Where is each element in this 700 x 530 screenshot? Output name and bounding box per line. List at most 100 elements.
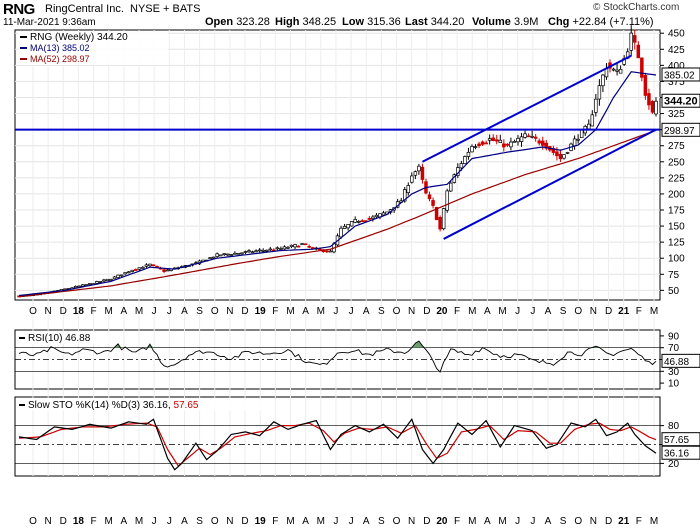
x-tick-label-upper: M xyxy=(317,306,325,317)
candle-body xyxy=(356,221,361,223)
candle-body xyxy=(222,253,227,255)
change-label: Chg xyxy=(548,16,570,28)
candle-body xyxy=(526,135,531,138)
candle-body xyxy=(77,285,81,288)
price-tick-label: 75 xyxy=(668,270,680,281)
x-tick-label-lower: 19 xyxy=(255,516,267,527)
candle-body xyxy=(282,246,287,250)
candle-body xyxy=(98,281,103,283)
x-tick-label-upper: M xyxy=(650,306,658,317)
ma52-value-tag-box xyxy=(661,122,700,137)
candle-body xyxy=(95,281,99,284)
price-tick-label: 425 xyxy=(668,45,685,56)
x-tick-label-upper: J xyxy=(167,306,172,317)
candle-body xyxy=(484,142,488,145)
candle-body xyxy=(303,243,308,246)
candle-body xyxy=(441,208,446,230)
x-tick-label-lower: J xyxy=(152,516,157,527)
candle-body xyxy=(73,286,78,288)
volume-label: Volume xyxy=(472,16,511,28)
change-value: +22.84 (+7.11%) xyxy=(572,16,654,28)
x-tick-label-upper: N xyxy=(45,306,52,317)
candle-body xyxy=(601,74,605,87)
candle-body xyxy=(123,272,127,275)
candle-body xyxy=(119,274,124,277)
candle-body xyxy=(162,269,166,272)
candle-body xyxy=(594,98,598,113)
low-value: 315.36 xyxy=(367,16,401,28)
candle-body xyxy=(480,141,485,145)
candle-body xyxy=(502,143,506,148)
ma13-value-tag: 385.02 xyxy=(664,70,695,81)
candle-body xyxy=(611,68,616,71)
open-quote: Open 323.28 xyxy=(205,16,270,28)
candle-body xyxy=(555,151,559,157)
candle-body xyxy=(236,252,241,255)
candle-body xyxy=(349,221,354,227)
x-tick-label-upper: 19 xyxy=(255,306,267,317)
x-tick-label-upper: A xyxy=(363,306,370,317)
ma13-line xyxy=(18,71,657,297)
x-tick-label-lower: J xyxy=(515,516,520,527)
x-tick-label-lower: N xyxy=(226,516,233,527)
price-tick-label: 250 xyxy=(668,157,685,168)
candle-body xyxy=(215,253,219,257)
price-tick-label: 200 xyxy=(668,189,685,200)
candle-body xyxy=(498,139,503,143)
x-tick-label-upper: A xyxy=(484,306,491,317)
last-price-tag-box xyxy=(661,93,700,108)
candle-body xyxy=(286,246,290,249)
candle-body xyxy=(495,139,499,142)
candle-body xyxy=(126,271,131,274)
exchange-label: NYSE + BATS xyxy=(130,3,201,15)
candle-body xyxy=(84,284,88,286)
candle-body xyxy=(151,264,156,267)
candle-body xyxy=(477,143,481,147)
x-tick-label-upper: M xyxy=(105,306,113,317)
x-tick-label-upper: A xyxy=(181,306,188,317)
candle-body xyxy=(257,249,262,252)
x-tick-label-upper: D xyxy=(423,306,430,317)
candle-body xyxy=(410,175,414,183)
candle-body xyxy=(105,278,110,282)
rsi-tick-label: 10 xyxy=(668,379,680,390)
candle-body xyxy=(406,185,411,193)
candle-body xyxy=(516,138,520,143)
price-tick-label: 400 xyxy=(668,61,685,72)
quote-date: 11-Mar-2021 9:36am xyxy=(3,17,96,28)
x-tick-label-upper: F xyxy=(91,306,97,317)
x-tick-label-upper: M xyxy=(498,306,506,317)
x-tick-label-upper: M xyxy=(286,306,294,317)
x-tick-label-upper: F xyxy=(636,306,642,317)
x-tick-label-upper: N xyxy=(590,306,597,317)
candle-body xyxy=(519,136,524,142)
rsi-tick-label: 30 xyxy=(668,367,680,378)
candle-body xyxy=(296,245,301,248)
candle-body xyxy=(243,251,248,253)
candle-body xyxy=(346,224,350,229)
volume-quote: Volume 3.9M xyxy=(472,16,538,28)
x-tick-label-upper: 20 xyxy=(436,306,448,317)
x-tick-label-upper: M xyxy=(135,306,143,317)
candle-body xyxy=(240,252,244,255)
candle-body xyxy=(579,129,584,139)
stoch-title: Slow STO %K(14) %D(3) 36.16, 57.65 xyxy=(28,400,199,411)
x-tick-label-lower: F xyxy=(91,516,97,527)
candle-body xyxy=(643,75,648,96)
x-tick-label-lower: N xyxy=(45,516,52,527)
candle-body xyxy=(165,269,170,272)
x-tick-label-lower: J xyxy=(349,516,354,527)
candle-body xyxy=(268,248,273,251)
candle-body xyxy=(512,140,517,143)
x-tick-label-lower: J xyxy=(530,516,535,527)
candle-body xyxy=(360,220,365,222)
candle-body xyxy=(413,171,418,176)
x-tick-label-lower: A xyxy=(302,516,309,527)
x-tick-label-lower: D xyxy=(605,516,612,527)
candle-body xyxy=(537,140,541,144)
x-tick-label-lower: M xyxy=(135,516,143,527)
candle-body xyxy=(328,250,333,253)
candle-body xyxy=(533,136,538,139)
candle-body xyxy=(293,244,297,248)
